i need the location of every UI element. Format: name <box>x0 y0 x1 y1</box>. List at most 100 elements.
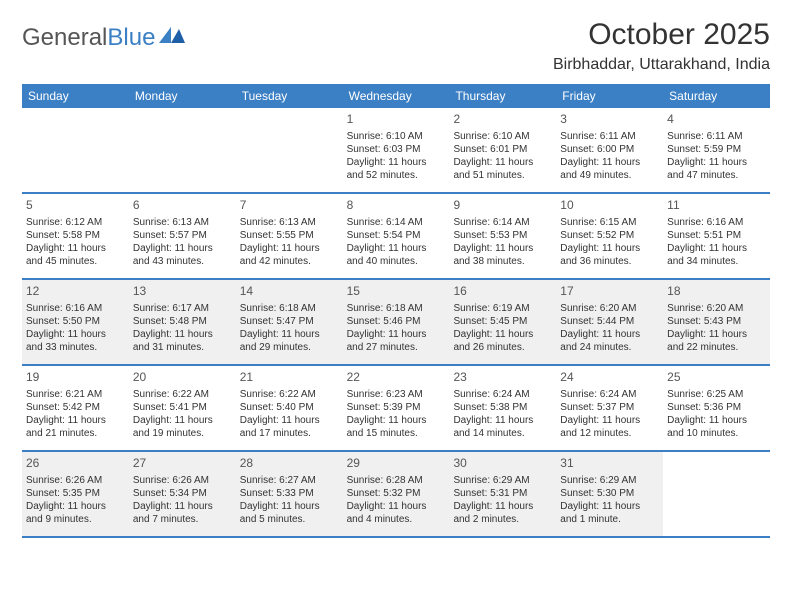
sunset-text: Sunset: 5:50 PM <box>26 315 125 328</box>
day1-text: Daylight: 11 hours <box>347 500 446 513</box>
calendar-header: SundayMondayTuesdayWednesdayThursdayFrid… <box>22 84 770 108</box>
day-cell: 3Sunrise: 6:11 AMSunset: 6:00 PMDaylight… <box>556 108 663 192</box>
day-number: 1 <box>347 112 446 128</box>
day-number: 8 <box>347 198 446 214</box>
day1-text: Daylight: 11 hours <box>667 156 766 169</box>
calendar-row: 26Sunrise: 6:26 AMSunset: 5:35 PMDayligh… <box>22 452 770 538</box>
day-number: 3 <box>560 112 659 128</box>
sunrise-text: Sunrise: 6:12 AM <box>26 216 125 229</box>
day2-text: and 26 minutes. <box>453 341 552 354</box>
day-cell: 21Sunrise: 6:22 AMSunset: 5:40 PMDayligh… <box>236 366 343 450</box>
day-number: 6 <box>133 198 232 214</box>
sunset-text: Sunset: 5:40 PM <box>240 401 339 414</box>
day1-text: Daylight: 11 hours <box>347 414 446 427</box>
day2-text: and 12 minutes. <box>560 427 659 440</box>
sunrise-text: Sunrise: 6:26 AM <box>133 474 232 487</box>
sunset-text: Sunset: 5:39 PM <box>347 401 446 414</box>
day2-text: and 29 minutes. <box>240 341 339 354</box>
day1-text: Daylight: 11 hours <box>560 328 659 341</box>
day2-text: and 9 minutes. <box>26 513 125 526</box>
sunrise-text: Sunrise: 6:16 AM <box>667 216 766 229</box>
day-cell: 27Sunrise: 6:26 AMSunset: 5:34 PMDayligh… <box>129 452 236 536</box>
day-cell: 23 Sunrise: 6:24 AMSunset: 5:38 PMDayligh… <box>449 366 556 450</box>
sunset-text: Sunset: 5:42 PM <box>26 401 125 414</box>
empty-cell <box>663 452 770 536</box>
day1-text: Daylight: 11 hours <box>240 328 339 341</box>
calendar: SundayMondayTuesdayWednesdayThursdayFrid… <box>22 84 770 538</box>
day-number: 12 <box>26 284 125 300</box>
sunset-text: Sunset: 5:38 PM <box>453 401 552 414</box>
day2-text: and 21 minutes. <box>26 427 125 440</box>
day-number: 30 <box>453 456 552 472</box>
sunset-text: Sunset: 5:54 PM <box>347 229 446 242</box>
sunset-text: Sunset: 5:53 PM <box>453 229 552 242</box>
calendar-row: 5Sunrise: 6:12 AMSunset: 5:58 PMDaylight… <box>22 194 770 280</box>
sunrise-text: Sunrise: 6:18 AM <box>347 302 446 315</box>
day2-text: and 34 minutes. <box>667 255 766 268</box>
day1-text: Daylight: 11 hours <box>347 156 446 169</box>
sunrise-text: Sunrise: 6:15 AM <box>560 216 659 229</box>
day1-text: Daylight: 11 hours <box>453 414 552 427</box>
sunset-text: Sunset: 5:58 PM <box>26 229 125 242</box>
day-number: 28 <box>240 456 339 472</box>
day-cell: 13Sunrise: 6:17 AMSunset: 5:48 PMDayligh… <box>129 280 236 364</box>
weekday-header: Wednesday <box>343 84 450 108</box>
day2-text: and 40 minutes. <box>347 255 446 268</box>
sunrise-text: Sunrise: 6:16 AM <box>26 302 125 315</box>
sunrise-text: Sunrise: 6:11 AM <box>560 130 659 143</box>
day1-text: Daylight: 11 hours <box>453 242 552 255</box>
day2-text: and 45 minutes. <box>26 255 125 268</box>
sunset-text: Sunset: 5:30 PM <box>560 487 659 500</box>
day1-text: Daylight: 11 hours <box>453 328 552 341</box>
brand-logo: GeneralBlue <box>22 18 185 52</box>
day1-text: Daylight: 11 hours <box>347 242 446 255</box>
day2-text: and 52 minutes. <box>347 169 446 182</box>
day-cell: 14Sunrise: 6:18 AMSunset: 5:47 PMDayligh… <box>236 280 343 364</box>
brand-part2: Blue <box>107 24 155 52</box>
weekday-header: Thursday <box>449 84 556 108</box>
day1-text: Daylight: 11 hours <box>133 242 232 255</box>
day-cell: 19Sunrise: 6:21 AMSunset: 5:42 PMDayligh… <box>22 366 129 450</box>
logo-icon <box>159 24 185 52</box>
sunrise-text: Sunrise: 6:11 AM <box>667 130 766 143</box>
sunrise-text: Sunrise: 6:24 AM <box>453 388 552 401</box>
day-number: 13 <box>133 284 232 300</box>
location-text: Birbhaddar, Uttarakhand, India <box>553 56 770 74</box>
day2-text: and 15 minutes. <box>347 427 446 440</box>
empty-cell <box>236 108 343 192</box>
sunrise-text: Sunrise: 6:29 AM <box>560 474 659 487</box>
sunset-text: Sunset: 5:41 PM <box>133 401 232 414</box>
day-number: 19 <box>26 370 125 386</box>
day-cell: 18Sunrise: 6:20 AMSunset: 5:43 PMDayligh… <box>663 280 770 364</box>
day1-text: Daylight: 11 hours <box>667 414 766 427</box>
day2-text: and 36 minutes. <box>560 255 659 268</box>
day1-text: Daylight: 11 hours <box>560 500 659 513</box>
calendar-row: 19Sunrise: 6:21 AMSunset: 5:42 PMDayligh… <box>22 366 770 452</box>
day-number: 2 <box>453 112 552 128</box>
day2-text: and 19 minutes. <box>133 427 232 440</box>
sunset-text: Sunset: 5:32 PM <box>347 487 446 500</box>
day1-text: Daylight: 11 hours <box>240 414 339 427</box>
sunset-text: Sunset: 5:51 PM <box>667 229 766 242</box>
sunset-text: Sunset: 5:55 PM <box>240 229 339 242</box>
sunrise-text: Sunrise: 6:23 AM <box>347 388 446 401</box>
day-cell: 10Sunrise: 6:15 AMSunset: 5:52 PMDayligh… <box>556 194 663 278</box>
day1-text: Daylight: 11 hours <box>26 414 125 427</box>
day1-text: Daylight: 11 hours <box>133 328 232 341</box>
sunset-text: Sunset: 5:34 PM <box>133 487 232 500</box>
sunset-text: Sunset: 5:33 PM <box>240 487 339 500</box>
day-cell: 12Sunrise: 6:16 AMSunset: 5:50 PMDayligh… <box>22 280 129 364</box>
day-number: 25 <box>667 370 766 386</box>
day-cell: 4Sunrise: 6:11 AMSunset: 5:59 PMDaylight… <box>663 108 770 192</box>
weekday-header: Friday <box>556 84 663 108</box>
sunset-text: Sunset: 5:37 PM <box>560 401 659 414</box>
day2-text: and 51 minutes. <box>453 169 552 182</box>
sunrise-text: Sunrise: 6:20 AM <box>560 302 659 315</box>
day1-text: Daylight: 11 hours <box>453 500 552 513</box>
day-number: 23 <box>453 370 552 386</box>
day-number: 29 <box>347 456 446 472</box>
sunset-text: Sunset: 5:44 PM <box>560 315 659 328</box>
day-cell: 1Sunrise: 6:10 AMSunset: 6:03 PMDaylight… <box>343 108 450 192</box>
calendar-row: 1Sunrise: 6:10 AMSunset: 6:03 PMDaylight… <box>22 108 770 194</box>
sunrise-text: Sunrise: 6:28 AM <box>347 474 446 487</box>
